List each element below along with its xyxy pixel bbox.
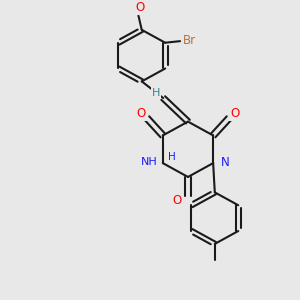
Text: H: H (152, 88, 160, 98)
Text: Br: Br (183, 34, 196, 47)
Text: H: H (168, 152, 176, 163)
Text: N: N (221, 156, 230, 169)
Text: O: O (173, 194, 182, 207)
Text: O: O (230, 107, 240, 120)
Text: NH: NH (141, 158, 157, 167)
Text: O: O (136, 107, 146, 120)
Text: O: O (136, 1, 145, 14)
